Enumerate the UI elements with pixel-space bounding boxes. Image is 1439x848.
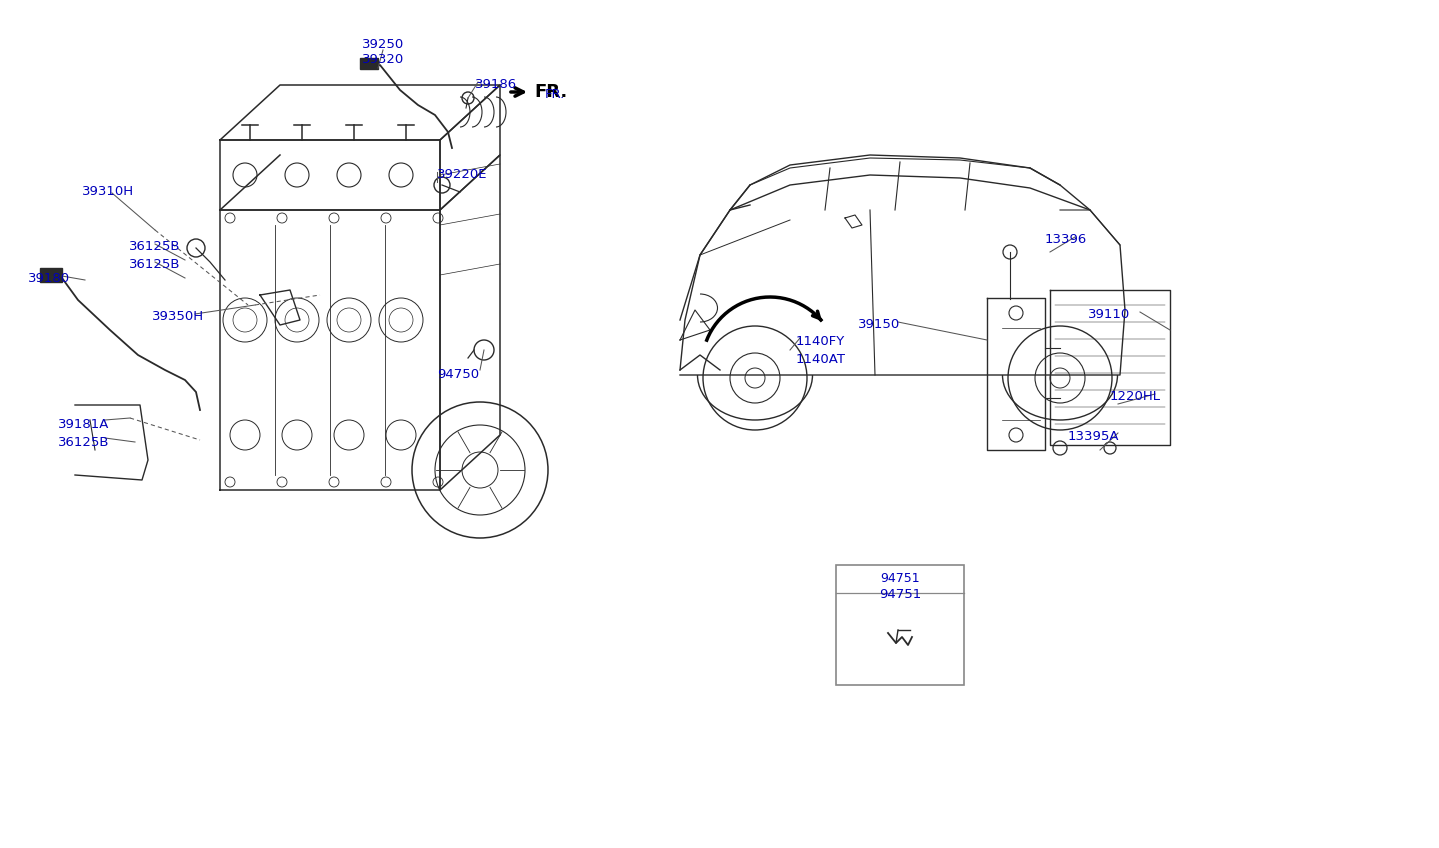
Text: 1220HL: 1220HL <box>1109 390 1161 403</box>
Text: 36125B: 36125B <box>130 258 180 271</box>
Text: 36125B: 36125B <box>58 436 109 449</box>
Text: 39186: 39186 <box>475 78 517 91</box>
Text: 39150: 39150 <box>858 318 901 331</box>
Text: 39250
39320: 39250 39320 <box>361 38 404 66</box>
Text: 94751: 94751 <box>879 588 921 601</box>
Text: 39310H: 39310H <box>82 185 134 198</box>
Text: 39220E: 39220E <box>437 168 488 181</box>
Text: 94751: 94751 <box>881 572 920 585</box>
Text: FR.: FR. <box>534 83 567 101</box>
Text: 36125B: 36125B <box>130 240 180 253</box>
Bar <box>360 58 378 69</box>
Bar <box>40 268 62 282</box>
Text: 94750: 94750 <box>437 368 479 381</box>
Bar <box>836 565 964 685</box>
Text: 39181A: 39181A <box>58 418 109 431</box>
Text: 13396: 13396 <box>1045 233 1088 246</box>
Text: 1140FY: 1140FY <box>796 335 845 348</box>
Text: 13395A: 13395A <box>1068 430 1120 443</box>
Text: 1140AT: 1140AT <box>796 353 846 366</box>
Text: 39110: 39110 <box>1088 308 1130 321</box>
Text: 39350H: 39350H <box>153 310 204 323</box>
Text: FR.: FR. <box>545 88 566 101</box>
Text: 39180: 39180 <box>27 272 71 285</box>
